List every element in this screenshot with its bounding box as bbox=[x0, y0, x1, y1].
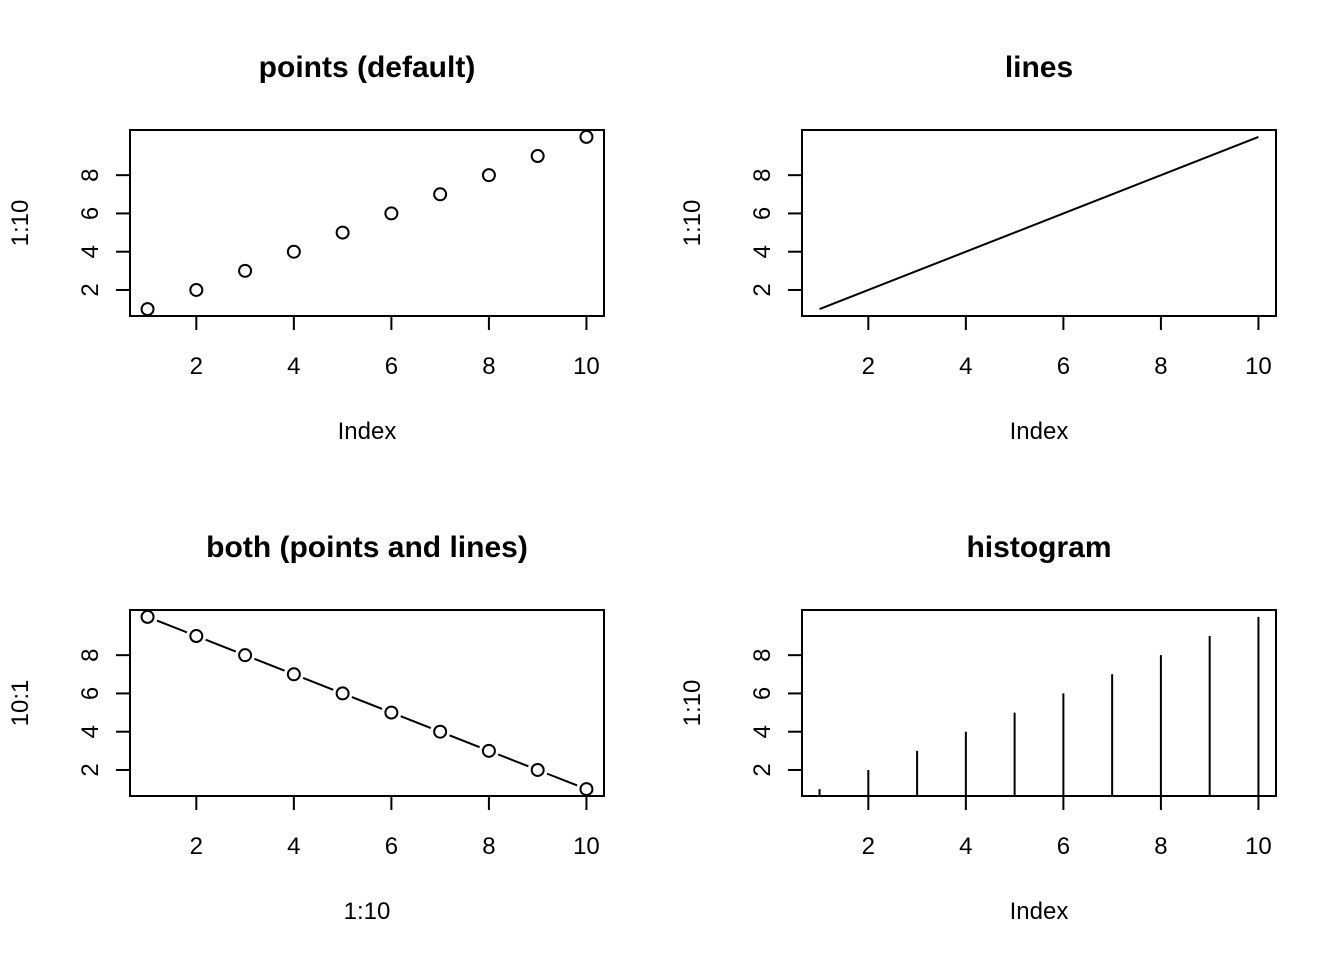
data-point bbox=[384, 705, 399, 720]
y-axis-label: 1:10 bbox=[679, 200, 706, 247]
data-point bbox=[530, 149, 545, 164]
y-tick-label: 4 bbox=[749, 725, 776, 738]
data-point bbox=[481, 168, 496, 183]
data-point bbox=[140, 609, 155, 624]
data-point bbox=[238, 263, 253, 278]
y-tick-label: 2 bbox=[77, 763, 104, 776]
plot-frame bbox=[801, 609, 1277, 797]
panel-lines: lines Index 1:10 2 4 6 8 10 2 4 6 8 bbox=[679, 51, 1277, 445]
x-tick-label: 2 bbox=[190, 833, 203, 860]
series-segment bbox=[254, 657, 285, 672]
x-tick-label: 10 bbox=[1245, 353, 1272, 380]
series-segment bbox=[205, 638, 237, 653]
y-tick-label: 8 bbox=[77, 168, 104, 181]
data-point bbox=[335, 225, 350, 240]
panel-title: histogram bbox=[966, 531, 1111, 564]
data-point bbox=[433, 724, 448, 739]
x-tick-label: 4 bbox=[959, 833, 972, 860]
x-tick-label: 4 bbox=[287, 353, 300, 380]
y-tick-label: 6 bbox=[749, 207, 776, 220]
y-tick-label: 4 bbox=[749, 245, 776, 258]
plot-frame bbox=[129, 609, 605, 797]
data-point bbox=[140, 302, 155, 317]
data-point bbox=[481, 743, 496, 758]
series-segment bbox=[449, 734, 480, 749]
series-segment bbox=[497, 753, 529, 768]
x-tick-label: 10 bbox=[1245, 833, 1272, 860]
y-tick-label: 6 bbox=[77, 687, 104, 700]
series-line bbox=[819, 135, 1259, 311]
data-point bbox=[286, 244, 301, 259]
y-tick-label: 6 bbox=[749, 687, 776, 700]
panel-title: lines bbox=[1005, 51, 1073, 84]
plot-frame bbox=[801, 129, 1277, 317]
panel-histogram: histogram Index 1:10 2 4 6 8 10 2 4 6 8 bbox=[679, 531, 1277, 925]
data-point bbox=[530, 762, 545, 777]
y-tick-label: 4 bbox=[77, 725, 104, 738]
panel-title: both (points and lines) bbox=[206, 531, 528, 564]
y-tick-label: 2 bbox=[749, 763, 776, 776]
plot-area: 2 4 6 8 10 2 4 6 8 bbox=[749, 135, 1272, 380]
x-tick-label: 4 bbox=[287, 833, 300, 860]
x-axis-label: Index bbox=[338, 418, 397, 445]
panel-both: both (points and lines) 1:10 10:1 2 4 6 8 10… bbox=[7, 531, 605, 925]
data-point bbox=[335, 686, 350, 701]
x-tick-label: 8 bbox=[1154, 353, 1167, 380]
plot-area: 2 4 6 8 10 2 4 6 8 bbox=[749, 616, 1272, 860]
x-tick-label: 2 bbox=[862, 833, 875, 860]
x-tick-label: 2 bbox=[862, 353, 875, 380]
x-tick-label: 8 bbox=[482, 833, 495, 860]
series-segment bbox=[351, 696, 383, 710]
y-tick-label: 8 bbox=[749, 648, 776, 661]
data-point bbox=[384, 206, 399, 221]
x-axis-label: Index bbox=[1010, 418, 1069, 445]
y-tick-label: 2 bbox=[77, 283, 104, 296]
x-tick-label: 6 bbox=[385, 833, 398, 860]
x-tick-label: 8 bbox=[1154, 833, 1167, 860]
data-point bbox=[579, 782, 594, 797]
series-segment bbox=[302, 677, 334, 691]
data-point bbox=[579, 129, 594, 144]
x-axis-label: Index bbox=[1010, 898, 1069, 925]
data-point bbox=[433, 187, 448, 202]
x-tick-label: 10 bbox=[573, 353, 600, 380]
data-point bbox=[238, 648, 253, 663]
data-point bbox=[189, 629, 204, 644]
y-axis-label: 1:10 bbox=[679, 680, 706, 727]
data-point bbox=[189, 282, 204, 297]
x-axis-label: 1:10 bbox=[344, 898, 391, 925]
x-tick-label: 6 bbox=[1057, 353, 1070, 380]
y-axis-label: 1:10 bbox=[7, 200, 34, 247]
y-axis-label: 10:1 bbox=[7, 680, 34, 727]
data-point bbox=[286, 667, 301, 682]
plot-area: 2 4 6 8 10 2 4 6 8 bbox=[77, 129, 600, 380]
x-tick-label: 2 bbox=[190, 353, 203, 380]
x-tick-label: 6 bbox=[1057, 833, 1070, 860]
y-tick-label: 4 bbox=[77, 245, 104, 258]
panel-title: points (default) bbox=[259, 51, 476, 84]
series-segment bbox=[156, 619, 188, 634]
y-tick-label: 6 bbox=[77, 207, 104, 220]
y-tick-label: 8 bbox=[77, 648, 104, 661]
plot-area: 2 4 6 8 10 2 4 6 8 bbox=[77, 609, 600, 860]
x-tick-label: 10 bbox=[573, 833, 600, 860]
series-segment bbox=[400, 715, 432, 729]
plot-frame bbox=[129, 129, 605, 317]
y-tick-label: 8 bbox=[749, 168, 776, 181]
x-tick-label: 4 bbox=[959, 353, 972, 380]
y-tick-label: 2 bbox=[749, 283, 776, 296]
panel-points: points (default) Index 1:10 2 4 6 8 10 2 4 6 8 bbox=[7, 51, 605, 445]
series-segment bbox=[546, 772, 578, 787]
x-tick-label: 6 bbox=[385, 353, 398, 380]
x-tick-label: 8 bbox=[482, 353, 495, 380]
